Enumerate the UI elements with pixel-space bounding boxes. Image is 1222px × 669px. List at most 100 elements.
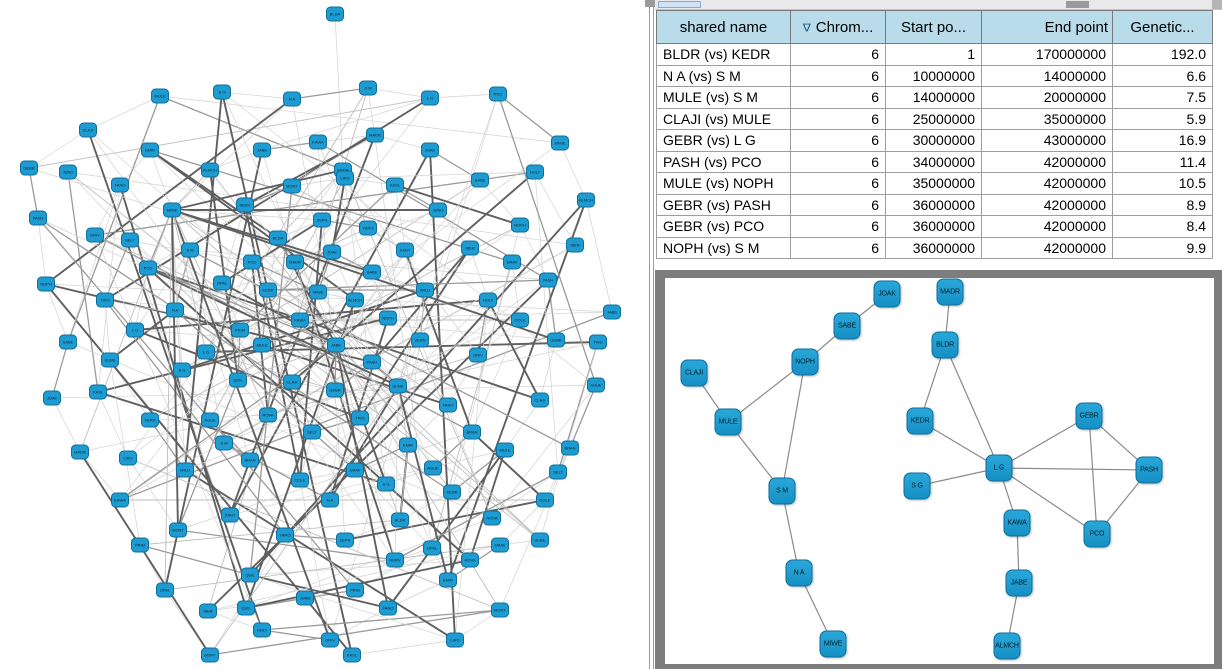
overview-node[interactable]: AGUE <box>424 460 442 476</box>
cell-chromosome[interactable]: 6 <box>790 193 886 216</box>
cell-start-position[interactable]: 25000000 <box>885 107 982 130</box>
overview-node[interactable]: L G <box>126 322 144 338</box>
subnetwork-node-noph[interactable]: NOPH <box>791 348 819 376</box>
overview-node[interactable]: JOAK <box>43 390 61 406</box>
overview-node-shape[interactable] <box>309 284 327 300</box>
overview-node-shape[interactable] <box>259 282 277 298</box>
overview-node-shape[interactable] <box>213 275 231 291</box>
overview-node-shape[interactable] <box>276 527 294 543</box>
overview-node[interactable]: NOPH <box>511 217 529 233</box>
subnetwork-node-madr[interactable]: MADR <box>936 278 964 306</box>
overview-node[interactable]: BLDR <box>269 230 287 246</box>
overview-node[interactable]: PASH <box>363 354 381 370</box>
subnetwork-node-bldr[interactable]: BLDR <box>931 331 959 359</box>
overview-node[interactable]: FANO <box>111 177 129 193</box>
subnetwork-node-n-a[interactable]: N A <box>785 559 813 587</box>
cell-end-point[interactable]: 20000000 <box>981 86 1113 109</box>
overview-node-shape[interactable] <box>321 632 339 648</box>
overview-node[interactable]: KEDR <box>443 484 461 500</box>
overview-node[interactable]: HOLT <box>526 164 544 180</box>
overview-node[interactable]: S G <box>173 362 191 378</box>
overview-node-shape[interactable] <box>313 212 331 228</box>
overview-node[interactable]: ZEPH <box>336 532 354 548</box>
overview-node-shape[interactable] <box>253 337 271 353</box>
cell-chromosome[interactable]: 6 <box>790 43 886 66</box>
overview-node-shape[interactable] <box>489 86 507 102</box>
overview-node[interactable]: S M <box>359 80 377 96</box>
overview-node[interactable]: XANT <box>221 507 239 523</box>
overview-node-shape[interactable] <box>561 440 579 456</box>
subnetwork-node-claji[interactable]: CLAJI <box>680 359 708 387</box>
overview-node[interactable]: MADR <box>366 127 384 143</box>
table-row[interactable]: BLDR (vs) KEDR 6 1 170000000 192.0 <box>656 43 1213 66</box>
overview-node[interactable]: NERV <box>386 552 404 568</box>
overview-node-shape[interactable] <box>201 412 219 428</box>
overview-node[interactable]: ULME <box>389 378 407 394</box>
overview-node-shape[interactable] <box>241 452 259 468</box>
overview-node-shape[interactable] <box>531 392 549 408</box>
overview-node-shape[interactable] <box>536 492 554 508</box>
overview-node-shape[interactable] <box>461 240 479 256</box>
subnetwork-node-almch[interactable]: ALMCH <box>993 632 1021 660</box>
overview-node[interactable]: MADR <box>71 444 89 460</box>
overview-node-shape[interactable] <box>326 382 344 398</box>
overview-node[interactable]: JUNO <box>296 590 314 606</box>
overview-node[interactable]: MIWE <box>551 135 569 151</box>
cell-start-position[interactable]: 10000000 <box>885 64 982 87</box>
cell-start-position[interactable]: 36000000 <box>885 236 982 259</box>
overview-node-shape[interactable] <box>446 632 464 648</box>
overview-node[interactable]: MIWE <box>309 284 327 300</box>
overview-node-shape[interactable] <box>396 242 414 258</box>
cell-genetic-distance[interactable]: 9.9 <box>1112 236 1213 259</box>
overview-node-shape[interactable] <box>237 600 255 616</box>
cell-shared-name[interactable]: MULE (vs) NOPH <box>656 172 791 195</box>
table-row[interactable]: GEBR (vs) PCO 6 36000000 42000000 8.4 <box>656 215 1213 238</box>
overview-node-shape[interactable] <box>20 160 38 176</box>
cell-genetic-distance[interactable]: 192.0 <box>1112 43 1213 66</box>
overview-node-shape[interactable] <box>587 377 605 393</box>
overview-node-shape[interactable] <box>241 567 259 583</box>
overview-node-shape[interactable] <box>549 464 567 480</box>
overview-node-shape[interactable] <box>577 192 595 208</box>
subnetwork-node-s-m[interactable]: S M <box>768 477 796 505</box>
overview-node-shape[interactable] <box>336 170 354 186</box>
overview-node[interactable]: IBER <box>566 237 584 253</box>
overview-node[interactable]: KASL <box>343 647 361 663</box>
overview-node[interactable]: AGUE <box>201 412 219 428</box>
overview-node-shape[interactable] <box>363 354 381 370</box>
cell-end-point[interactable]: 14000000 <box>981 64 1113 87</box>
overview-node[interactable]: JABE <box>327 337 345 353</box>
overview-node[interactable]: S G <box>377 476 395 492</box>
overview-node-shape[interactable] <box>416 282 434 298</box>
overview-node-shape[interactable] <box>503 254 521 270</box>
cell-end-point[interactable]: 35000000 <box>981 107 1113 130</box>
overview-node-shape[interactable] <box>346 462 364 478</box>
overview-node-shape[interactable] <box>309 134 327 150</box>
overview-node[interactable]: GRIV <box>469 347 487 363</box>
overview-node-shape[interactable] <box>491 537 509 553</box>
cell-start-position[interactable]: 14000000 <box>885 86 982 109</box>
cell-shared-name[interactable]: CLAJI (vs) MULE <box>656 107 791 130</box>
overview-node[interactable]: ULME <box>531 532 549 548</box>
subnetwork-node-l-g[interactable]: L G <box>985 454 1013 482</box>
cell-genetic-distance[interactable]: 5.9 <box>1112 107 1213 130</box>
overview-node-shape[interactable] <box>231 322 249 338</box>
overview-node[interactable]: LIRO <box>446 632 464 648</box>
table-row[interactable]: N A (vs) S M 6 10000000 14000000 6.6 <box>656 64 1213 87</box>
overview-node[interactable]: MULE <box>151 88 169 104</box>
overview-node-shape[interactable] <box>79 122 97 138</box>
overview-node[interactable]: YARO <box>359 220 377 236</box>
overview-node[interactable]: ALMCH <box>577 192 595 208</box>
overview-node-shape[interactable] <box>89 384 107 400</box>
overview-node-shape[interactable] <box>96 292 114 308</box>
overview-node[interactable]: COLE <box>536 492 554 508</box>
overview-node[interactable]: MONT <box>283 178 301 194</box>
column-header-shared-name[interactable]: shared name <box>656 10 791 44</box>
scrollbar-thumb[interactable] <box>658 1 701 8</box>
overview-node[interactable]: OPAL <box>423 540 441 556</box>
overview-node[interactable]: FANO <box>439 397 457 413</box>
overview-node[interactable]: ROVA <box>259 407 277 423</box>
overview-node[interactable]: ALMCH <box>201 162 219 178</box>
subnetwork-node-miwe[interactable]: MIWE <box>819 630 847 658</box>
overview-node[interactable]: KASL <box>89 384 107 400</box>
